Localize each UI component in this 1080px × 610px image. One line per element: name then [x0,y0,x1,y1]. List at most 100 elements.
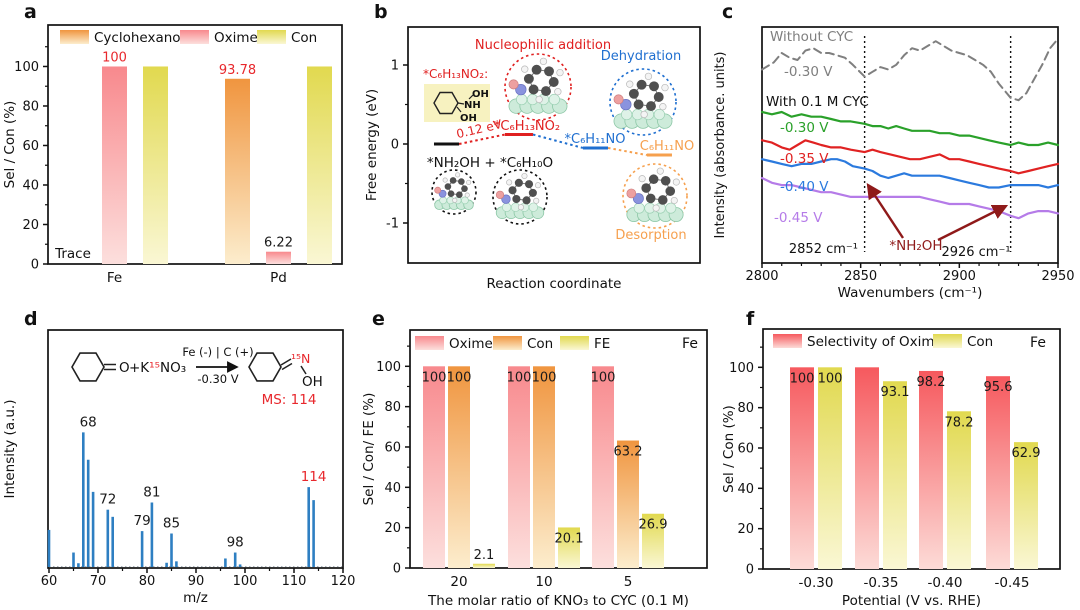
energy-levels: 0.12 eV*C₆H₁₃NO₂*C₆H₁₁NO C₆H₁₁NO*NH₂OH + … [427,117,694,171]
carbon-atom [531,64,542,75]
carbon-atom [461,185,468,192]
bar-oxime-5 [592,366,614,568]
legend-label-0: Cyclohexanol [94,30,184,46]
curve-label-4: -0.35 V [780,151,829,167]
bar-series: 100 93.78 6.22 [102,50,332,264]
surface-atom [501,202,512,212]
bar-fe-5 [642,513,664,568]
axis-frame [407,26,701,264]
carbon-atom [449,177,457,184]
inset-title: *C₆H₁₃NO₂: [423,67,488,81]
x-tick-label: 60 [41,574,58,589]
bar-con-0.30 [818,367,842,569]
spectra-curves [760,37,1060,220]
legend: Cyclohexanol Oxime Con [60,30,317,46]
curve-label-1: -0.30 V [784,64,833,80]
bar-con-Fe [143,66,168,264]
bar-cyclohexanol-Pd [225,78,250,264]
legend: Selectivity of Oxime Con [773,334,993,350]
y-tick-label: 0 [31,258,39,273]
bar-value-label: 100 [422,370,447,385]
carbon-atom [653,92,664,102]
curve--0.35V [760,139,1060,175]
x-axis-label: Reaction coordinate [487,276,622,292]
legend-swatch-0 [773,334,802,348]
nh2oh-arrow-right [937,204,1009,242]
panel-d-chart: 60 70 80 90 100 110 120 m/z Intensity (a.u.) 68 72… [2,329,355,606]
y-tick-label: 80 [22,99,39,114]
hydrogen-atom [442,177,448,183]
inset-bond [457,102,465,105]
hydrogen-atom [533,197,540,204]
bar-value-label: 100 [447,370,472,385]
level-label-blue: *C₆H₁₁NO [565,132,626,147]
panel-label-f: f [746,308,755,330]
hydrogen-atom [539,57,548,66]
x-tick-label: 80 [139,574,156,589]
carbon-atom [544,66,554,77]
product-oh-label: OH [302,374,323,390]
molecule-circle-blue [609,68,677,136]
surface-atom [439,196,447,205]
bar-value-label: 95.6 [984,380,1013,395]
legend-swatch-0 [60,30,89,44]
y-tick-label: 40 [737,482,754,497]
surface-atom [528,202,539,212]
y-axis-label: Sel / Con/ FE (%) [361,393,377,506]
ms-value-label: MS: 114 [262,392,317,408]
carbon-atom [548,77,559,87]
hydrogen-atom [652,204,660,212]
bar-value-label: 100 [102,50,127,65]
hydrogen-atom [640,110,648,119]
bar-series: 100 100 93.1 98.2 78.2 95.6 62.9 [790,367,1040,569]
x-category-label: -0.30 [799,575,834,591]
x-category-label: Pd [270,270,287,286]
panel-e: e 0 20 40 60 80 100 Sel / Con/ FE (%) 100 100 2.1… [360,305,720,610]
legend-label-2: FE [594,336,610,352]
curve-label-6: -0.45 V [774,210,823,226]
legend: Oxime Con FE [415,336,610,352]
x-tick-label: 110 [282,574,307,589]
bar-con-0.45 [1014,442,1038,569]
curve-label-0: Without CYC [770,29,853,45]
hydrogen-atom [452,197,458,203]
x-axis-label: Potential (V vs. RHE) [842,593,981,609]
x-category-label: Fe [107,270,122,286]
bar-oxime-Pd [266,251,291,264]
y-tick-label: 20 [737,522,754,537]
y-tick-label: 100 [14,60,39,75]
y-tick-label: 0 [393,562,401,577]
reagent-part: NO₃ [160,360,186,376]
oxygen-atom [508,79,519,90]
panel-b-chart: -1 0 1 Free energy (eV) Reaction coordinate 0… [364,26,701,292]
energy-connector [458,133,506,145]
molecule-model-orange [622,163,688,229]
carbon-atom [665,186,676,196]
y-tick-label: 80 [384,400,401,415]
inset-bond [468,94,474,100]
bar-oxime-Fe [102,66,127,264]
hydrogen-atom [464,192,470,198]
y-tick-label: -1 [386,217,399,232]
carbon-atom [660,175,671,186]
hydrogen-atom [466,179,472,185]
legend-swatch-0 [415,336,444,350]
hydrogen-atom [521,65,529,73]
bar-con-10 [533,366,555,568]
panel-c: c 2800 2850 2900 2950 Wavenumbers (cm⁻¹) Inte… [710,0,1080,305]
curve-label-2: With 0.1 M CYC [766,94,869,110]
bar-value-label: 93.78 [219,63,256,78]
y-axis-label: Intensity (absorbance. units) [713,52,728,239]
panel-a-chart: 0 20 40 60 80 100 Sel / Con (%) 100 93.78 6.22 Fe P… [2,24,343,286]
bar-con-Pd [307,66,332,264]
x-tick-label: 90 [188,574,205,589]
peak-label-81: 81 [143,485,160,501]
reagent-part: ¹⁵ [149,360,160,376]
nh2oh-arrow-left [866,183,905,239]
y-tick-label: 60 [384,440,401,455]
nitrogen-atom [515,84,527,96]
corner-label: Fe [682,336,698,352]
